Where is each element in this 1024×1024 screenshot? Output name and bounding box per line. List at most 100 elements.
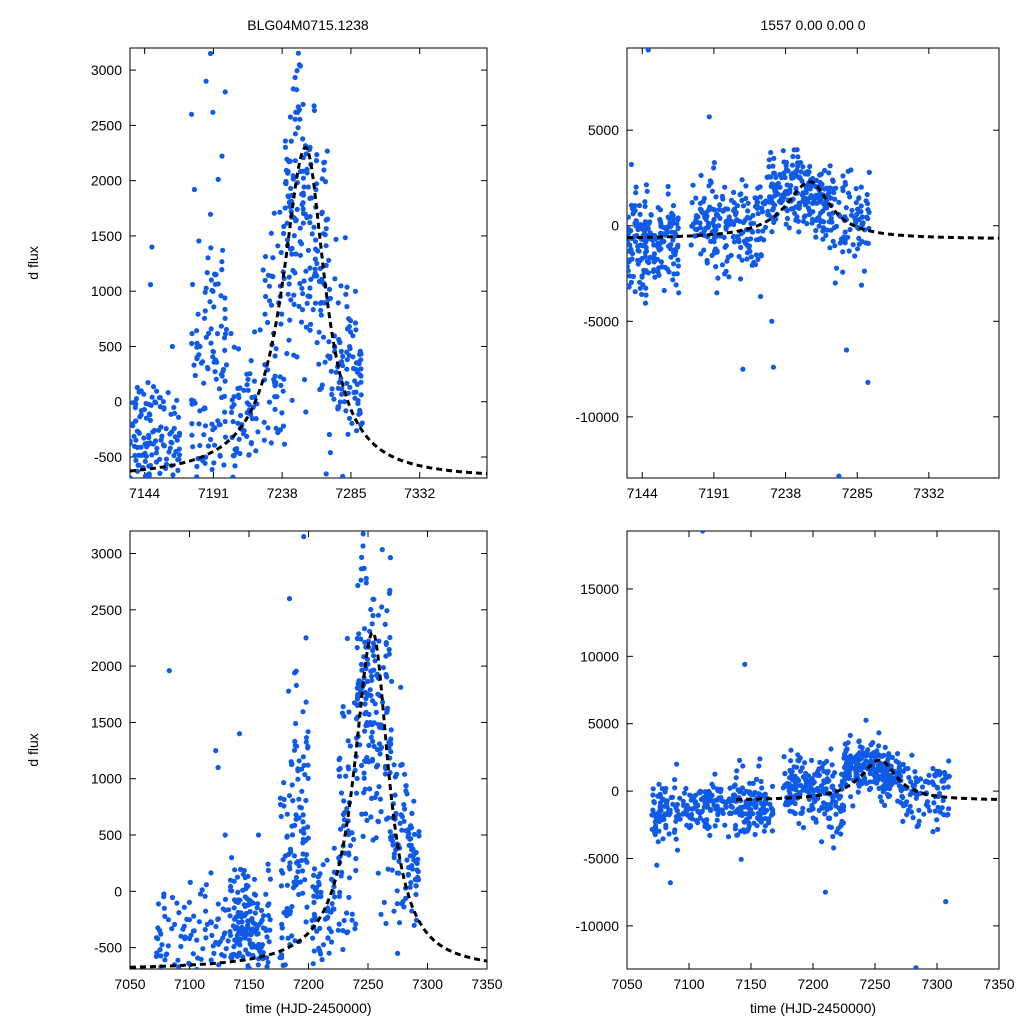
data-point [856, 780, 862, 787]
data-point [744, 828, 750, 834]
data-point [833, 811, 839, 817]
outlier-point [207, 50, 214, 57]
data-point [265, 425, 271, 431]
data-point [248, 358, 254, 364]
data-point [672, 785, 678, 791]
data-point [759, 785, 765, 791]
data-point [175, 467, 181, 473]
data-point [297, 63, 303, 69]
data-point [215, 559, 220, 564]
data-point [358, 577, 364, 583]
data-point [237, 385, 243, 391]
data-point [229, 404, 235, 410]
data-point [790, 784, 796, 790]
data-point [398, 812, 404, 818]
data-point [206, 330, 212, 336]
data-point [846, 775, 852, 782]
x-tick-label: 7050 [611, 976, 642, 992]
data-point [203, 454, 209, 460]
data-point [340, 362, 346, 369]
data-point [250, 900, 256, 906]
data-point [311, 107, 317, 114]
data-point [278, 249, 284, 256]
data-point [790, 196, 796, 202]
data-point [300, 840, 306, 846]
data-point [307, 220, 313, 226]
data-point [157, 470, 163, 476]
data-point [199, 887, 205, 893]
data-point [360, 543, 366, 549]
data-point [340, 704, 346, 710]
data-point [661, 224, 667, 230]
data-point [278, 382, 284, 388]
data-point [352, 288, 359, 294]
data-point [850, 803, 856, 809]
data-point [313, 885, 320, 891]
data-point [337, 889, 343, 895]
data-point [301, 762, 307, 769]
data-point [368, 673, 375, 679]
data-point [793, 172, 799, 178]
data-point [374, 672, 380, 679]
data-point [227, 929, 233, 935]
data-point [879, 785, 885, 791]
data-point [358, 366, 364, 372]
data-point [303, 852, 310, 858]
data-point [358, 762, 365, 769]
data-point [672, 777, 678, 783]
data-point [745, 200, 751, 206]
data-point [189, 331, 195, 337]
data-point [800, 198, 806, 204]
data-point [177, 491, 182, 496]
data-point [178, 943, 184, 950]
data-point [207, 211, 214, 217]
data-point [936, 768, 942, 775]
data-point [748, 221, 754, 227]
data-point [807, 186, 813, 192]
y-tick-label: 500 [99, 338, 123, 354]
data-point [768, 197, 774, 203]
data-point [347, 329, 354, 335]
data-point [712, 823, 718, 829]
data-point [394, 901, 400, 907]
data-point [263, 293, 269, 300]
data-point [331, 884, 337, 890]
data-point [291, 233, 297, 239]
data-point [375, 870, 381, 876]
data-point [382, 771, 388, 777]
data-point [836, 199, 842, 205]
data-point [702, 789, 708, 795]
data-point [799, 178, 805, 184]
data-point [204, 270, 210, 276]
outlier-point [255, 832, 262, 838]
data-point [329, 901, 335, 907]
data-point [187, 879, 193, 886]
data-point [248, 930, 254, 937]
data-point [172, 921, 178, 928]
data-point [189, 432, 195, 438]
data-point [794, 776, 801, 782]
data-point [788, 206, 795, 212]
data-point [287, 199, 293, 205]
data-point [346, 415, 353, 421]
y-tick-label: 0 [611, 783, 619, 799]
data-point [704, 803, 711, 809]
data-point [409, 847, 415, 853]
data-point [354, 635, 360, 642]
data-point [653, 823, 659, 829]
data-point [150, 384, 157, 390]
data-point [860, 220, 866, 226]
data-point [795, 218, 802, 224]
data-points [130, 50, 365, 564]
data-point [751, 820, 757, 826]
data-point [642, 199, 648, 205]
x-tick-label: 7332 [913, 485, 944, 501]
data-point [737, 192, 743, 198]
data-point [631, 209, 637, 215]
data-point [282, 853, 288, 859]
outlier-point [222, 832, 228, 838]
data-point [369, 621, 375, 627]
data-point [196, 421, 202, 427]
data-point [245, 923, 251, 929]
data-point [836, 805, 842, 811]
